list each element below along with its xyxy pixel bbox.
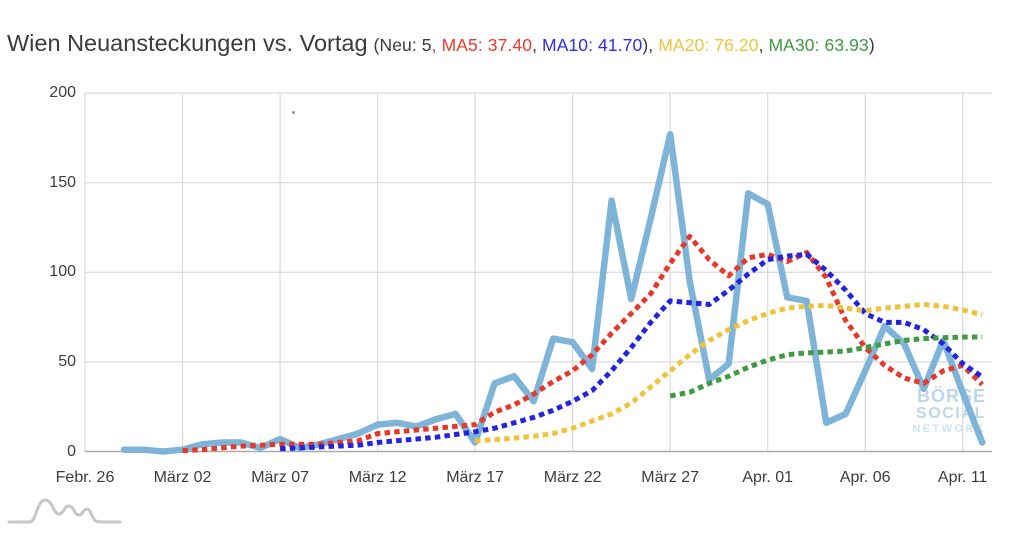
x-tick-label: Febr. 26 <box>55 469 115 486</box>
y-tick-label: 150 <box>49 173 76 191</box>
y-tick-label: 200 <box>49 84 76 101</box>
mountain-wave-logo <box>7 498 122 524</box>
x-tick-label: März 22 <box>543 469 602 486</box>
y-tick-label: 50 <box>58 352 76 370</box>
chart-title: Wien Neuansteckungen vs. Vortag <box>7 30 368 56</box>
series-neu-line <box>120 130 986 455</box>
x-tick-label: Apr. 11 <box>937 469 988 486</box>
legend-segment: MA10: 41.70 <box>542 35 643 55</box>
x-tick-label: März 17 <box>446 469 504 486</box>
x-tick-label: März 07 <box>251 469 309 486</box>
legend-segment: ), <box>642 35 659 55</box>
x-tick-label: März 27 <box>641 469 700 486</box>
legend-segment: (Neu: 5 <box>373 35 432 55</box>
series-ma5-line <box>182 233 984 454</box>
series-ma20-line <box>474 302 983 444</box>
legend-segment: , MA5: 37.40 <box>431 35 533 55</box>
legend-segment: MA30: 63.93 <box>768 35 869 55</box>
legend-segment: ) <box>868 35 875 55</box>
mountain-wave-path <box>7 498 122 524</box>
series-ma10-line <box>279 251 984 452</box>
legend-segment: , <box>758 35 769 55</box>
x-tick-label: März 02 <box>153 469 212 486</box>
stray-dot-artifact <box>292 111 295 114</box>
watermark-line: NETWORK <box>912 423 986 435</box>
x-tick-label: Apr. 01 <box>742 469 794 486</box>
chart-legend-inline: (Neu: 5, MA5: 37.40, MA10: 41.70), MA20:… <box>374 35 875 55</box>
y-tick-label: 0 <box>67 442 76 460</box>
x-tick-label: Apr. 06 <box>839 469 891 486</box>
y-tick-label: 100 <box>49 263 76 281</box>
x-tick-label: März 12 <box>348 469 407 486</box>
chart-title-bar: Wien Neuansteckungen vs. Vortag (Neu: 5, … <box>7 27 875 63</box>
legend-segment: MA20: 76.20 <box>658 35 759 55</box>
legend-segment: , <box>532 35 543 55</box>
